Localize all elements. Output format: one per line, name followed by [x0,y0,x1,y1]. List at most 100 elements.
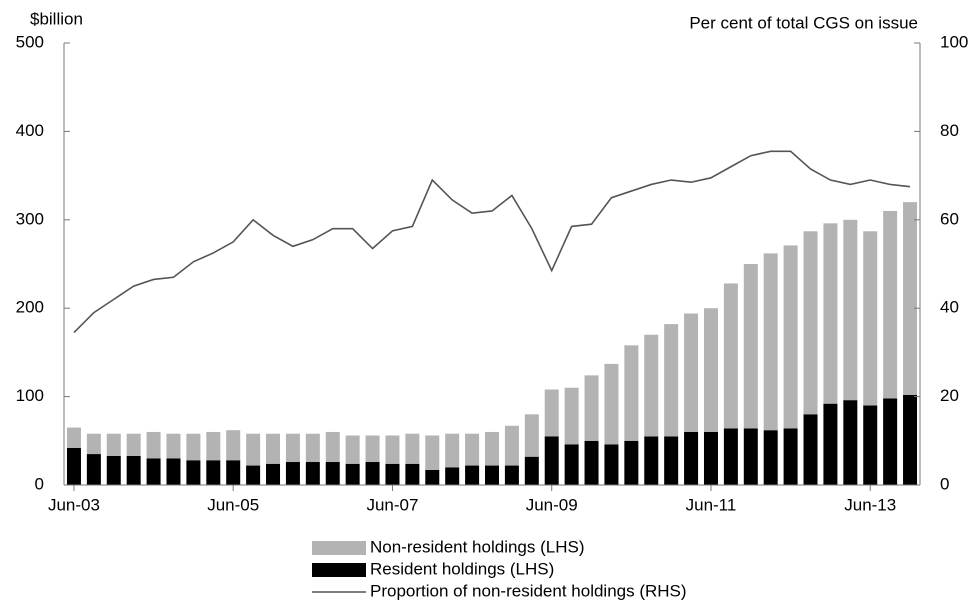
line-series [73,150,911,334]
bar [564,387,579,445]
bar [66,447,81,485]
bar [266,433,281,464]
bar [425,469,440,485]
bar [903,394,918,485]
bar [226,430,241,461]
legend-label: Proportion of non-resident holdings (RHS… [370,581,687,600]
x-tick-label: Jun-03 [48,495,100,514]
y2-tick-label: 80 [940,121,959,140]
x-tick-label: Jun-05 [207,495,259,514]
bar [584,375,599,441]
bar [624,345,639,441]
x-tick-label: Jun-13 [844,495,896,514]
bar [644,334,659,437]
bar [345,463,360,485]
bar [305,433,320,463]
legend-label: Non-resident holdings (LHS) [370,537,585,556]
bar [106,433,121,456]
bar [504,425,519,466]
bar [206,460,221,485]
bar [524,414,539,457]
bar [425,435,440,470]
bar [803,231,818,415]
bar [823,223,838,404]
bar [206,431,221,461]
bar [883,210,898,399]
bar [405,433,420,464]
bar [783,428,798,485]
y-tick-label: 200 [16,298,44,317]
bar [644,436,659,485]
bar [385,435,400,464]
y2-tick-label: 60 [940,209,959,228]
bar [703,308,718,432]
y2-tick-label: 0 [940,474,949,493]
bar [584,440,599,485]
bar [504,465,519,485]
bar [186,433,201,461]
y2-tick-label: 40 [940,298,959,317]
bar [564,444,579,485]
bar [843,219,858,401]
bar [385,463,400,485]
bar [863,231,878,406]
bar [485,431,499,466]
legend-swatch [312,563,366,577]
bar [146,458,161,485]
bar [146,431,161,459]
x-tick-label: Jun-11 [686,495,737,514]
bar [246,465,261,485]
bar [365,462,380,485]
y-tick-label: 100 [16,386,44,405]
bar [703,431,718,485]
y-tick-label: 400 [16,121,44,140]
bar [903,202,918,395]
bar [743,264,758,429]
bar [325,431,340,463]
bar [823,403,838,485]
bar [664,436,679,485]
bar [86,433,101,455]
bar [465,433,480,466]
bar [345,435,360,464]
bar [126,455,141,485]
bar [266,463,281,485]
bar [285,462,300,485]
x-tick-label: Jun-07 [366,495,418,514]
y-axis-label: $billion [30,9,83,28]
bar [126,433,141,456]
bar [684,313,699,432]
bar [305,462,320,485]
legend-label: Resident holdings (LHS) [370,559,554,578]
bar [664,324,679,437]
bar [246,433,261,466]
bar [723,283,738,429]
y-tick-label: 0 [35,474,44,493]
y2-axis-label: Per cent of total CGS on issue [689,13,918,32]
y-tick-label: 500 [16,32,44,51]
bar [285,433,300,463]
bar [604,444,619,485]
bar [465,465,480,485]
bar [863,405,878,485]
bar [405,463,420,485]
bar [544,436,559,485]
bar [445,433,460,468]
bar [445,467,460,485]
bar [166,458,181,485]
bar [723,428,738,485]
bar [485,465,499,485]
bar [325,462,340,485]
y-tick-label: 300 [16,209,44,228]
bar [883,398,898,485]
bar [66,427,81,448]
bar [365,435,380,463]
y2-tick-label: 20 [940,386,959,405]
bar [604,363,619,445]
bar [743,428,758,485]
bar [783,245,798,429]
bar [186,460,201,485]
bar [624,440,639,485]
bar [544,389,559,437]
